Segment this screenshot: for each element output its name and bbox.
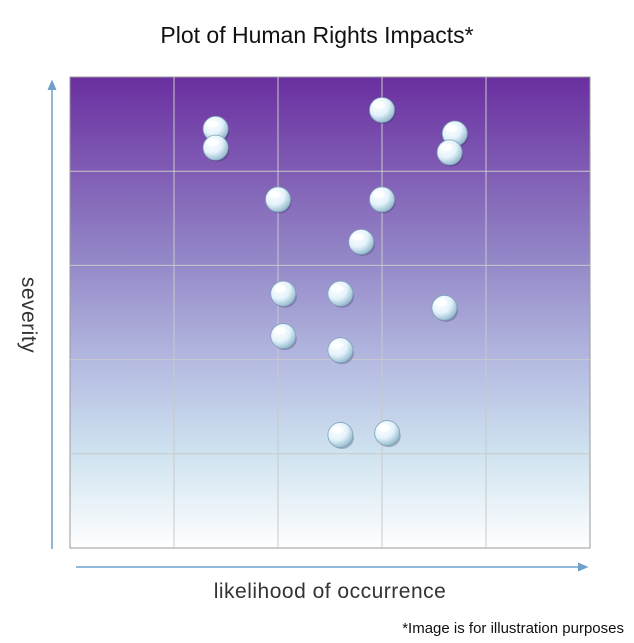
data-point bbox=[202, 134, 230, 162]
data-point bbox=[327, 422, 354, 449]
data-point bbox=[369, 97, 396, 124]
data-point bbox=[348, 228, 375, 256]
data-point bbox=[265, 186, 292, 214]
data-point bbox=[374, 420, 401, 448]
data-point bbox=[436, 139, 464, 167]
data-point bbox=[369, 186, 396, 214]
data-point bbox=[270, 323, 297, 351]
data-point bbox=[327, 337, 354, 365]
chart-title: Plot of Human Rights Impacts* bbox=[160, 22, 474, 48]
grid-lines bbox=[70, 77, 590, 548]
y-axis-label: severity bbox=[17, 276, 40, 354]
x-axis-label: likelihood of occurrence bbox=[213, 580, 447, 603]
data-point bbox=[270, 280, 297, 308]
plot-area bbox=[69, 76, 591, 549]
footnote: *Image is for illustration purposes bbox=[402, 620, 624, 637]
data-points bbox=[202, 97, 469, 449]
data-point bbox=[327, 280, 354, 308]
data-point bbox=[431, 294, 458, 322]
